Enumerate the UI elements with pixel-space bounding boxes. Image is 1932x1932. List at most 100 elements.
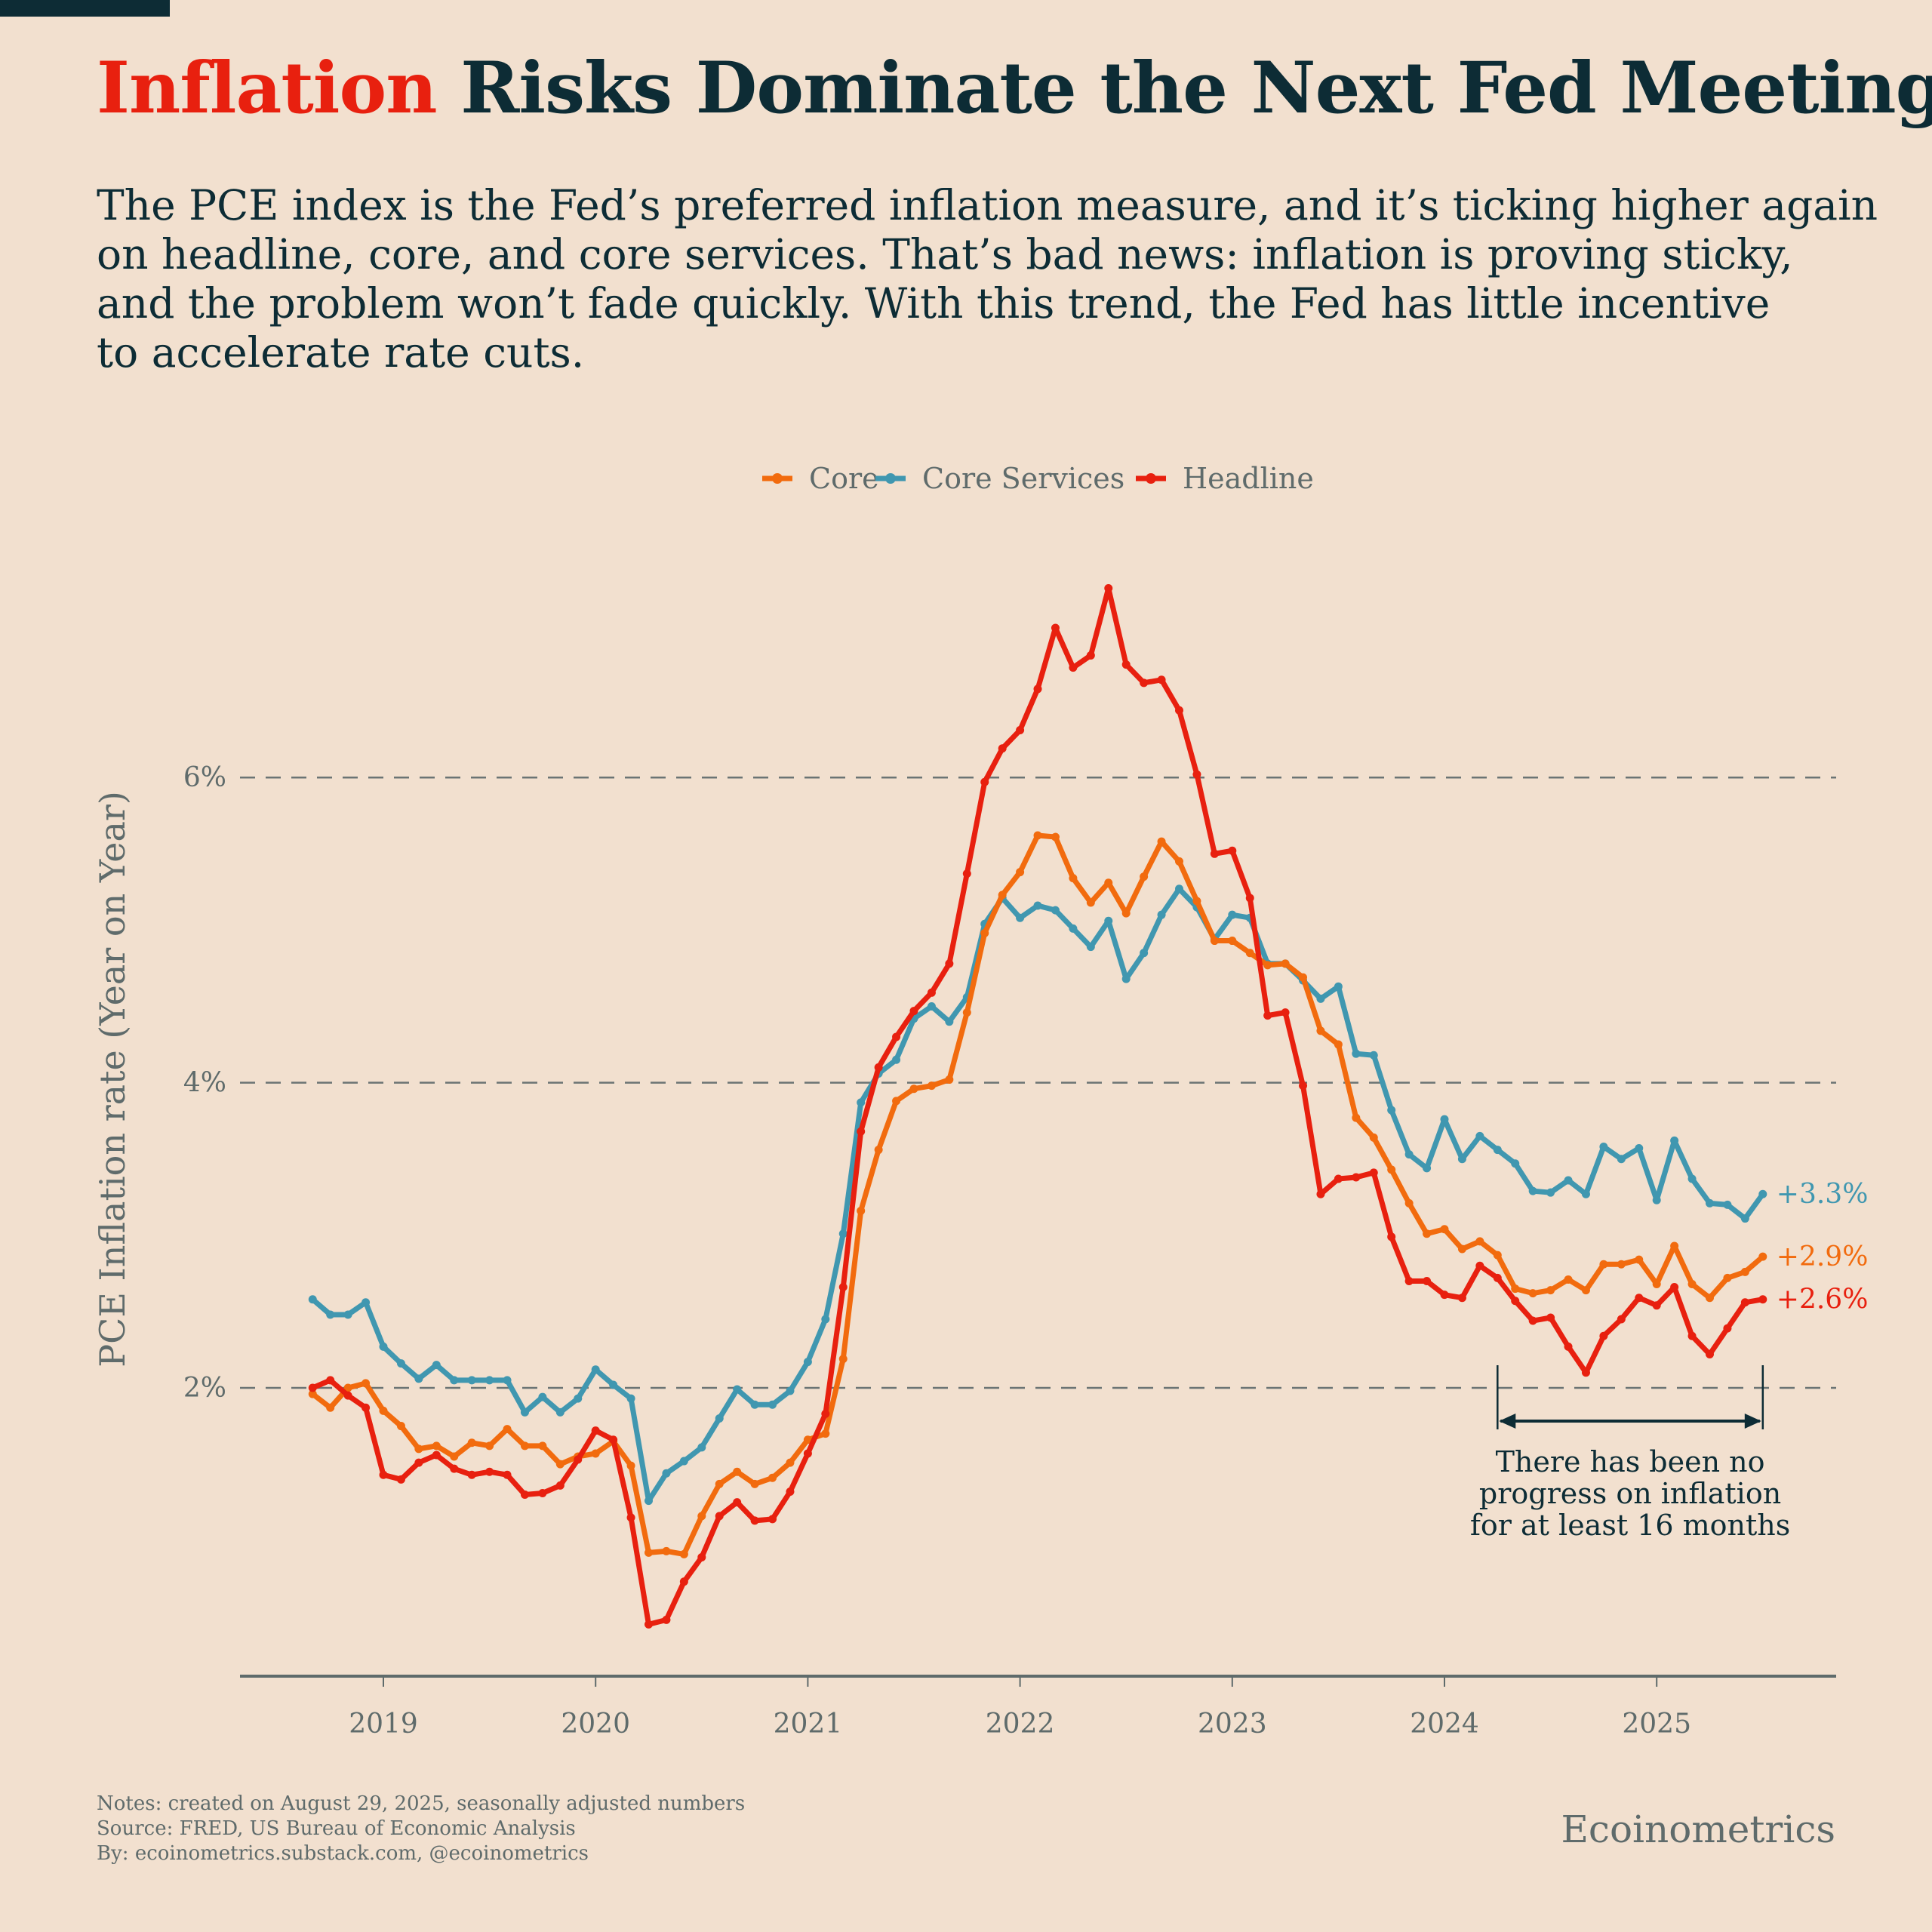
legend-label: Headline (1183, 462, 1314, 495)
axes: 2019 2020 2021 2022 2023 2024 2025 (240, 1675, 1836, 1740)
data-point (1511, 1159, 1520, 1168)
data-point (379, 1342, 388, 1351)
data-point (626, 1394, 635, 1403)
data-point (1263, 1011, 1272, 1020)
data-point (1299, 1081, 1308, 1091)
data-point (1121, 660, 1131, 669)
data-point (396, 1359, 405, 1368)
data-point (1316, 1026, 1325, 1035)
legend-item-core-services: Core Services (875, 462, 1124, 495)
data-point (396, 1475, 405, 1484)
data-point (485, 1441, 494, 1451)
data-point (927, 1002, 936, 1011)
data-point (1670, 1283, 1679, 1292)
data-point (1423, 1229, 1432, 1238)
data-point (1617, 1315, 1626, 1324)
data-point (1546, 1313, 1555, 1322)
data-point (645, 1497, 653, 1506)
data-point (1281, 1008, 1290, 1017)
data-point (1493, 1146, 1502, 1155)
data-point (821, 1409, 830, 1418)
y-tick-label: 4% (183, 1068, 226, 1099)
page-title: Inflation Risks Dominate the Next Fed Me… (97, 47, 1932, 130)
data-point (591, 1426, 600, 1435)
data-point (609, 1435, 618, 1444)
data-point (1723, 1273, 1732, 1282)
data-point (1404, 1150, 1414, 1159)
data-point (1316, 994, 1325, 1003)
data-point (1706, 1294, 1714, 1303)
data-point (1457, 1294, 1466, 1303)
data-point (1051, 906, 1060, 915)
data-point (308, 1389, 317, 1398)
data-point (1086, 898, 1095, 907)
data-point (1511, 1297, 1520, 1306)
data-point (892, 1097, 901, 1106)
data-point (1493, 1251, 1502, 1260)
subtitle-line: and the problem won’t fade quickly. With… (97, 279, 1770, 328)
data-point (962, 869, 971, 878)
subtitle-line: on headline, core, and core services. Th… (97, 230, 1793, 278)
series-core: +2.9% (308, 831, 1868, 1558)
data-point (733, 1467, 742, 1476)
end-value-label: +2.6% (1777, 1284, 1869, 1315)
data-point (379, 1470, 388, 1479)
data-point (1245, 894, 1254, 903)
data-point (1352, 1113, 1361, 1122)
data-point (733, 1385, 742, 1394)
legend: Core Core Services Headline (762, 462, 1314, 495)
data-point (945, 1075, 954, 1084)
data-point (326, 1376, 335, 1385)
data-point (555, 1481, 565, 1490)
subtitle-line: The PCE index is the Fed’s preferred inf… (97, 181, 1878, 229)
data-point (503, 1470, 512, 1479)
data-point (1581, 1368, 1590, 1377)
data-point (555, 1407, 565, 1417)
data-point (1652, 1195, 1661, 1204)
data-point (574, 1455, 583, 1464)
data-point (1635, 1294, 1644, 1303)
x-tick-label: 2021 (774, 1709, 843, 1740)
data-point (1051, 832, 1060, 841)
data-point (1369, 1051, 1378, 1060)
data-point (1528, 1316, 1537, 1325)
data-point (467, 1470, 476, 1479)
data-point (520, 1407, 529, 1417)
data-point (1423, 1276, 1432, 1285)
data-point (998, 891, 1007, 900)
data-point (1069, 924, 1078, 933)
data-point (432, 1361, 441, 1370)
data-point (1723, 1200, 1732, 1209)
data-point (1086, 651, 1095, 660)
data-point (1440, 1115, 1449, 1124)
data-point (1192, 897, 1201, 906)
x-tick-label: 2024 (1410, 1709, 1479, 1740)
byline-text: By: ecoinometrics.substack.com, @ecoinom… (97, 1842, 589, 1865)
data-point (432, 1451, 441, 1460)
data-point (1528, 1186, 1537, 1195)
data-point (1051, 623, 1060, 632)
data-point (450, 1464, 459, 1473)
data-point (1104, 583, 1113, 592)
data-point (485, 1467, 494, 1476)
data-point (821, 1315, 830, 1324)
data-point (1635, 1144, 1644, 1153)
data-point (361, 1403, 371, 1412)
data-point (768, 1400, 777, 1409)
legend-marker (772, 473, 783, 484)
data-point (1687, 1280, 1697, 1289)
data-point (626, 1513, 635, 1522)
data-point (1564, 1275, 1573, 1284)
data-point (945, 1017, 954, 1026)
data-point (626, 1461, 635, 1470)
data-point (962, 1008, 971, 1017)
annotation-text: progress on inflation (1479, 1477, 1781, 1510)
data-point (1299, 973, 1308, 982)
data-point (909, 1084, 918, 1094)
data-point (715, 1512, 724, 1521)
data-point (414, 1374, 423, 1383)
data-point (450, 1452, 459, 1461)
data-point (697, 1552, 706, 1561)
data-point (450, 1376, 459, 1385)
data-point (308, 1295, 317, 1304)
